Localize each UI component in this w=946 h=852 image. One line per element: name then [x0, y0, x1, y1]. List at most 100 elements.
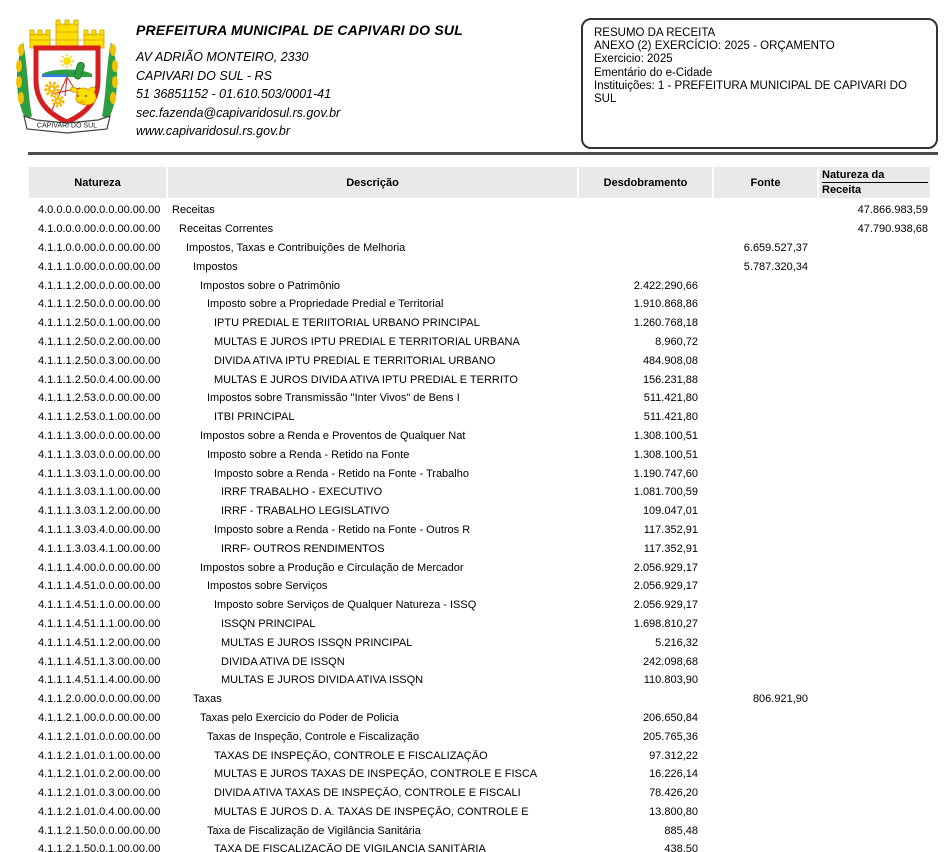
banner-text: CAPIVARI DO SUL: [37, 123, 97, 130]
cell-desdobramento: 1.308.100,51: [633, 448, 698, 461]
cell-natureza-code: 4.1.1.1.4.51.0.0.00.00.00: [38, 580, 161, 593]
cell-desdobramento: 8.960,72: [655, 335, 698, 348]
table-row: 4.1.1.2.1.01.0.2.00.00.00 MULTAS E JUROS…: [0, 765, 946, 784]
sun: [60, 54, 74, 68]
table-row: 4.1.1.2.0.00.0.0.00.00.00 Taxas 806.921,…: [0, 690, 946, 709]
bull-head: [70, 86, 97, 106]
column-header-natureza: Natureza: [29, 167, 166, 198]
table-row: 4.1.1.1.4.00.0.0.00.00.00 Impostos sobre…: [0, 558, 946, 577]
cell-natureza-code: 4.1.1.1.3.03.4.0.00.00.00: [38, 523, 161, 536]
table-row: 4.1.1.2.1.50.0.1.00.00.00 TAXA DE FISCAL…: [0, 840, 946, 852]
cell-natureza-code: 4.1.1.2.1.01.0.3.00.00.00: [38, 787, 161, 800]
org-phone-cnpj: 51 36851152 - 01.610.503/0001-41: [136, 87, 332, 101]
cell-natureza-code: 4.1.1.1.4.51.1.2.00.00.00: [38, 636, 161, 649]
cell-fonte: 806.921,90: [752, 693, 808, 706]
table-row: 4.1.1.2.1.01.0.0.00.00.00 Taxas de Inspe…: [0, 727, 946, 746]
cell-desdobramento: 1.308.100,51: [633, 429, 698, 442]
table-row: 4.1.1.1.3.03.1.1.00.00.00 IRRF TRABALHO …: [0, 483, 946, 502]
cell-descricao: Impostos sobre a Produção e Circulação d…: [200, 561, 464, 574]
cell-desdobramento: 1.698.810,27: [633, 617, 698, 630]
cell-descricao: Receitas: [172, 204, 215, 217]
cell-natureza-code: 4.1.1.2.1.50.0.1.00.00.00: [38, 843, 161, 852]
cell-desdobramento: 242.098,68: [642, 655, 698, 668]
column-header-descricao: Descrição: [168, 167, 577, 198]
cell-desdobramento: 117.352,91: [643, 523, 698, 536]
cell-desdobramento: 205.765,36: [642, 730, 698, 743]
report-info-box: RESUMO DA RECEITA ANEXO (2) EXERCÍCIO: 2…: [581, 18, 938, 149]
cell-desdobramento: 885,48: [664, 824, 698, 837]
cell-desdobramento: 97.312,22: [649, 749, 698, 762]
cell-natureza-code: 4.1.1.0.0.00.0.0.00.00.00: [38, 241, 161, 254]
table-row: 4.1.1.2.1.01.0.3.00.00.00 DIVIDA ATIVA T…: [0, 784, 946, 803]
table-row: 4.0.0.0.0.00.0.0.00.00.00 Receitas 47.86…: [0, 201, 946, 220]
cell-descricao: Impostos sobre o Patrimônio: [200, 279, 341, 292]
cell-desdobramento: 2.056.929,17: [633, 580, 698, 593]
cell-descricao: Taxas de Inspeção, Controle e Fiscalizaç…: [207, 730, 420, 743]
column-header-fonte: Fonte: [714, 167, 817, 198]
cell-descricao: Impostos: [193, 260, 238, 273]
table-row: 4.1.1.1.3.03.4.1.00.00.00 IRRF- OUTROS R…: [0, 539, 946, 558]
cell-natureza-code: 4.1.1.1.3.03.1.2.00.00.00: [38, 505, 161, 518]
cell-fonte: 6.659.527,37: [743, 241, 808, 254]
cell-natureza-code: 4.1.1.1.2.53.0.1.00.00.00: [38, 411, 161, 424]
cell-descricao: Impostos, Taxas e Contribuições de Melho…: [186, 241, 406, 254]
cell-natureza-code: 4.1.1.2.1.01.0.0.00.00.00: [38, 730, 161, 743]
cell-natureza-code: 4.1.1.1.4.51.1.0.00.00.00: [38, 599, 161, 612]
cell-descricao: DIVIDA ATIVA DE ISSQN: [221, 655, 345, 668]
cell-natureza-code: 4.1.1.1.2.50.0.2.00.00.00: [38, 335, 161, 348]
cell-descricao: IRRF TRABALHO - EXECUTIVO: [221, 486, 383, 499]
cell-natureza-code: 4.1.1.1.2.50.0.4.00.00.00: [38, 373, 161, 386]
cell-descricao: Imposto sobre a Propriedade Predial e Te…: [207, 298, 444, 311]
table-row: 4.1.1.1.4.51.1.1.00.00.00 ISSQN PRINCIPA…: [0, 615, 946, 634]
cell-natureza-code: 4.1.1.1.4.51.1.4.00.00.00: [38, 674, 161, 687]
cell-natureza-code: 4.1.1.1.4.51.1.3.00.00.00: [38, 655, 161, 668]
table-row: 4.1.1.2.1.01.0.1.00.00.00 TAXAS DE INSPE…: [0, 746, 946, 765]
column-header-desdobramento: Desdobramento: [579, 167, 712, 198]
cell-desdobramento: 1.081.700,59: [633, 486, 698, 499]
cell-desdobramento: 206.650,84: [642, 711, 698, 724]
cell-natureza-code: 4.1.1.1.2.50.0.0.00.00.00: [38, 298, 161, 311]
table-row: 4.1.1.1.4.51.1.3.00.00.00 DIVIDA ATIVA D…: [0, 652, 946, 671]
report-title: RESUMO DA RECEITA: [594, 27, 716, 39]
table-row: 4.1.1.1.0.00.0.0.00.00.00 Impostos 5.787…: [0, 257, 946, 276]
column-header-natureza-receita-line2: Receita: [822, 184, 862, 196]
cell-desdobramento: 2.056.929,17: [633, 599, 698, 612]
cell-natureza-code: 4.1.1.1.3.03.1.1.00.00.00: [38, 486, 161, 499]
report-ementario: Ementário do e-Cidade: [594, 66, 713, 79]
cell-descricao: Imposto sobre Serviços de Qualquer Natur…: [214, 599, 477, 612]
cell-descricao: IRRF- OUTROS RENDIMENTOS: [221, 542, 385, 555]
report-institutions: Instituições: 1 - PREFEITURA MUNICIPAL D…: [594, 79, 907, 106]
table-row: 4.1.1.1.2.50.0.2.00.00.00 MULTAS E JUROS…: [0, 333, 946, 352]
table-row: 4.1.1.1.3.03.4.0.00.00.00 Imposto sobre …: [0, 521, 946, 540]
table-row: 4.1.1.1.2.50.0.3.00.00.00 DIVIDA ATIVA I…: [0, 351, 946, 370]
cell-descricao: IPTU PREDIAL E TERIITORIAL URBANO PRINCI…: [214, 317, 480, 330]
cell-descricao: TAXAS DE INSPEÇÃO, CONTROLE E FISCALIZAÇ…: [214, 749, 488, 762]
cell-natureza-code: 4.1.1.2.1.01.0.1.00.00.00: [38, 749, 161, 762]
table-row: 4.1.1.1.4.51.1.4.00.00.00 MULTAS E JUROS…: [0, 671, 946, 690]
table-row: 4.1.1.1.2.50.0.4.00.00.00 MULTAS E JUROS…: [0, 370, 946, 389]
cell-desdobramento: 2.056.929,17: [633, 561, 698, 574]
cell-natureza-code: 4.1.1.1.2.50.0.1.00.00.00: [38, 317, 161, 330]
cell-natureza-code: 4.1.1.2.1.00.0.0.00.00.00: [38, 711, 161, 724]
cell-desdobramento: 78.426,20: [649, 787, 698, 800]
table-row: 4.1.0.0.0.00.0.0.00.00.00 Receitas Corre…: [0, 220, 946, 239]
cell-desdobramento: 117.352,91: [643, 542, 698, 555]
table-row: 4.1.1.1.2.50.0.1.00.00.00 IPTU PREDIAL E…: [0, 314, 946, 333]
table-row: 4.1.1.1.4.51.1.0.00.00.00 Imposto sobre …: [0, 596, 946, 615]
cell-descricao: IRRF - TRABALHO LEGISLATIVO: [221, 505, 390, 518]
cell-natureza-receita: 47.866.983,59: [857, 204, 928, 217]
cell-natureza-code: 4.1.1.1.3.03.0.0.00.00.00: [38, 448, 161, 461]
letterhead-divider-rule: [28, 152, 938, 155]
cell-natureza-code: 4.1.1.1.4.51.1.1.00.00.00: [38, 617, 161, 630]
table-row: 4.1.1.1.4.51.1.2.00.00.00 MULTAS E JUROS…: [0, 633, 946, 652]
cell-natureza-receita: 47.790.938,68: [857, 223, 928, 236]
cell-natureza-code: 4.1.1.2.1.01.0.2.00.00.00: [38, 768, 161, 781]
table-row: 4.1.1.2.1.01.0.4.00.00.00 MULTAS E JUROS…: [0, 803, 946, 822]
cell-natureza-code: 4.0.0.0.0.00.0.0.00.00.00: [38, 204, 161, 217]
org-website: www.capivaridosul.rs.gov.br: [136, 124, 290, 138]
cell-desdobramento: 156.231,88: [642, 373, 698, 386]
cell-desdobramento: 2.422.290,66: [633, 279, 698, 292]
cell-desdobramento: 511.421,80: [643, 411, 698, 424]
cell-natureza-code: 4.1.0.0.0.00.0.0.00.00.00: [38, 223, 161, 236]
